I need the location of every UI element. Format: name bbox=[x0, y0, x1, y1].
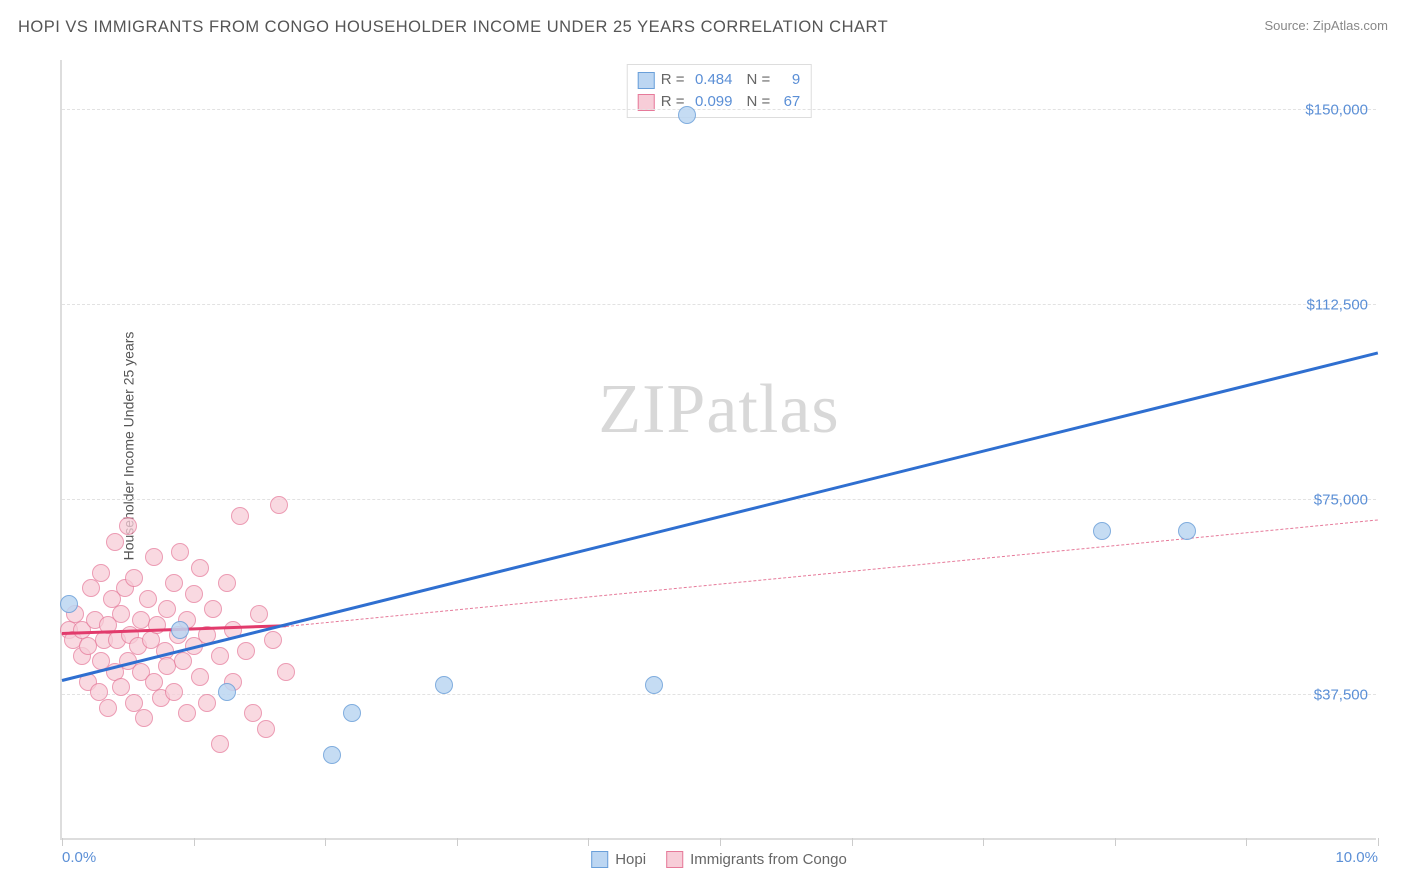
data-point bbox=[178, 704, 196, 722]
legend-row: R = 0.484 N = 9 bbox=[638, 69, 801, 91]
data-point bbox=[171, 621, 189, 639]
watermark: ZIPatlas bbox=[598, 370, 839, 450]
data-point bbox=[191, 668, 209, 686]
y-tick-label: $75,000 bbox=[1314, 492, 1368, 509]
swatch-icon bbox=[591, 851, 608, 868]
data-point bbox=[185, 585, 203, 603]
data-point bbox=[211, 735, 229, 753]
data-point bbox=[237, 642, 255, 660]
chart-title: HOPI VS IMMIGRANTS FROM CONGO HOUSEHOLDE… bbox=[18, 18, 888, 37]
x-tick-label: 0.0% bbox=[62, 849, 96, 866]
x-tick bbox=[62, 838, 63, 846]
x-tick bbox=[852, 838, 853, 846]
header: HOPI VS IMMIGRANTS FROM CONGO HOUSEHOLDE… bbox=[18, 18, 1388, 37]
data-point bbox=[174, 652, 192, 670]
x-tick bbox=[194, 838, 195, 846]
scatter-chart: ZIPatlas R = 0.484 N = 9 R = 0.099 N = 6… bbox=[60, 60, 1376, 840]
data-point bbox=[277, 663, 295, 681]
gridline bbox=[62, 109, 1376, 110]
data-point bbox=[60, 595, 78, 613]
data-point bbox=[165, 683, 183, 701]
data-point bbox=[198, 694, 216, 712]
data-point bbox=[211, 647, 229, 665]
data-point bbox=[645, 676, 663, 694]
data-point bbox=[125, 569, 143, 587]
x-tick bbox=[588, 838, 589, 846]
series-legend: Hopi Immigrants from Congo bbox=[591, 851, 847, 868]
data-point bbox=[145, 548, 163, 566]
data-point bbox=[99, 699, 117, 717]
swatch-icon bbox=[638, 94, 655, 111]
data-point bbox=[135, 709, 153, 727]
x-tick bbox=[325, 838, 326, 846]
x-tick bbox=[1115, 838, 1116, 846]
y-tick-label: $112,500 bbox=[1307, 297, 1368, 314]
data-point bbox=[250, 605, 268, 623]
x-tick bbox=[1378, 838, 1379, 846]
x-tick bbox=[983, 838, 984, 846]
trend-line bbox=[62, 351, 1379, 682]
source-label: Source: ZipAtlas.com bbox=[1264, 18, 1388, 33]
data-point bbox=[257, 720, 275, 738]
legend-item: Immigrants from Congo bbox=[666, 851, 847, 868]
data-point bbox=[92, 564, 110, 582]
gridline bbox=[62, 304, 1376, 305]
data-point bbox=[343, 704, 361, 722]
data-point bbox=[171, 543, 189, 561]
data-point bbox=[204, 600, 222, 618]
legend-item: Hopi bbox=[591, 851, 646, 868]
x-tick-label: 10.0% bbox=[1335, 849, 1378, 866]
data-point bbox=[139, 590, 157, 608]
data-point bbox=[1093, 522, 1111, 540]
data-point bbox=[112, 605, 130, 623]
x-tick bbox=[457, 838, 458, 846]
data-point bbox=[1178, 522, 1196, 540]
data-point bbox=[435, 676, 453, 694]
data-point bbox=[231, 507, 249, 525]
data-point bbox=[106, 533, 124, 551]
data-point bbox=[119, 517, 137, 535]
y-tick-label: $150,000 bbox=[1305, 102, 1368, 119]
x-tick bbox=[1246, 838, 1247, 846]
data-point bbox=[218, 574, 236, 592]
data-point bbox=[158, 600, 176, 618]
swatch-icon bbox=[638, 72, 655, 89]
data-point bbox=[191, 559, 209, 577]
data-point bbox=[218, 683, 236, 701]
data-point bbox=[678, 106, 696, 124]
gridline bbox=[62, 499, 1376, 500]
y-tick-label: $37,500 bbox=[1314, 687, 1368, 704]
data-point bbox=[270, 496, 288, 514]
x-tick bbox=[720, 838, 721, 846]
data-point bbox=[264, 631, 282, 649]
data-point bbox=[323, 746, 341, 764]
data-point bbox=[82, 579, 100, 597]
data-point bbox=[112, 678, 130, 696]
swatch-icon bbox=[666, 851, 683, 868]
data-point bbox=[244, 704, 262, 722]
trend-line bbox=[286, 520, 1378, 628]
data-point bbox=[165, 574, 183, 592]
gridline bbox=[62, 694, 1376, 695]
